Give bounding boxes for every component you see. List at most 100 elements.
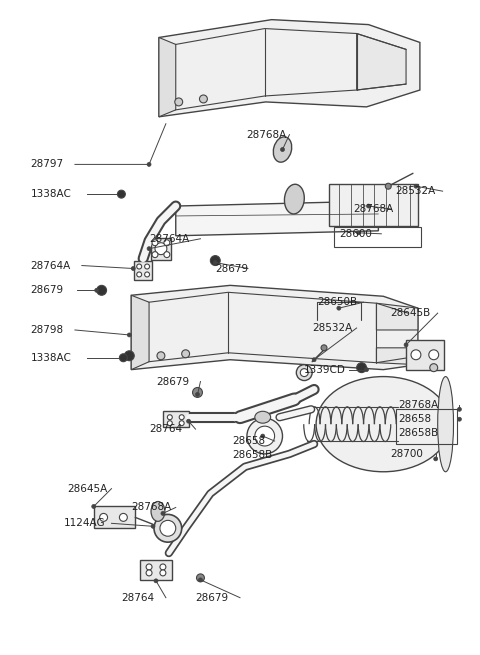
- Polygon shape: [151, 238, 171, 259]
- Circle shape: [154, 579, 158, 583]
- Circle shape: [131, 267, 135, 271]
- Polygon shape: [159, 37, 176, 117]
- Circle shape: [296, 365, 312, 381]
- Circle shape: [155, 243, 167, 255]
- Circle shape: [154, 514, 182, 542]
- Circle shape: [146, 570, 152, 576]
- Ellipse shape: [273, 137, 292, 162]
- Circle shape: [357, 363, 367, 373]
- Circle shape: [120, 514, 127, 521]
- Circle shape: [300, 369, 308, 377]
- Text: 28768A: 28768A: [398, 400, 438, 410]
- Text: 28768A: 28768A: [354, 204, 394, 214]
- Ellipse shape: [255, 411, 271, 423]
- Polygon shape: [131, 295, 149, 369]
- Circle shape: [164, 240, 170, 246]
- Polygon shape: [376, 348, 418, 365]
- Circle shape: [179, 415, 184, 420]
- Circle shape: [195, 392, 200, 396]
- Circle shape: [100, 514, 108, 521]
- Circle shape: [127, 333, 131, 337]
- Circle shape: [164, 252, 170, 257]
- Circle shape: [147, 162, 151, 166]
- Circle shape: [429, 350, 439, 360]
- Ellipse shape: [151, 502, 165, 521]
- Text: 28768A: 28768A: [246, 130, 286, 140]
- Circle shape: [321, 345, 327, 351]
- Text: 1338AC: 1338AC: [30, 189, 72, 199]
- Circle shape: [124, 351, 134, 361]
- Text: 28679: 28679: [195, 593, 228, 603]
- Polygon shape: [176, 201, 378, 236]
- Text: 28764: 28764: [149, 424, 182, 434]
- Circle shape: [161, 512, 165, 515]
- Circle shape: [152, 252, 158, 257]
- Polygon shape: [357, 33, 406, 90]
- Text: 28532A: 28532A: [395, 186, 435, 196]
- Circle shape: [312, 358, 316, 362]
- Circle shape: [168, 421, 172, 426]
- Text: 1338AC: 1338AC: [30, 353, 72, 363]
- Circle shape: [200, 95, 207, 103]
- Circle shape: [255, 426, 275, 446]
- Circle shape: [144, 264, 150, 269]
- Circle shape: [168, 415, 172, 420]
- Circle shape: [157, 352, 165, 360]
- Text: 28764: 28764: [121, 593, 155, 603]
- Polygon shape: [376, 303, 418, 330]
- Circle shape: [385, 183, 391, 189]
- Polygon shape: [131, 286, 418, 369]
- Circle shape: [144, 272, 150, 277]
- Circle shape: [192, 388, 203, 398]
- Circle shape: [120, 192, 123, 196]
- Text: 28768A: 28768A: [131, 502, 171, 512]
- Text: 28532A: 28532A: [312, 323, 352, 333]
- Circle shape: [367, 204, 371, 208]
- Circle shape: [457, 407, 461, 411]
- Text: 28645A: 28645A: [67, 483, 107, 494]
- Text: 28650B: 28650B: [317, 297, 357, 307]
- Circle shape: [187, 419, 191, 423]
- Circle shape: [118, 190, 125, 198]
- Circle shape: [337, 306, 341, 310]
- Circle shape: [210, 255, 220, 265]
- Circle shape: [247, 419, 283, 454]
- Circle shape: [199, 578, 203, 582]
- Polygon shape: [163, 411, 189, 427]
- Circle shape: [121, 356, 125, 360]
- Circle shape: [364, 367, 369, 371]
- Circle shape: [175, 98, 183, 106]
- Circle shape: [196, 574, 204, 582]
- Circle shape: [179, 421, 184, 426]
- Text: 28658B: 28658B: [232, 450, 272, 460]
- Bar: [94, 506, 135, 529]
- Circle shape: [280, 147, 285, 151]
- Ellipse shape: [316, 377, 451, 472]
- Ellipse shape: [285, 184, 304, 214]
- Text: 28658B: 28658B: [398, 428, 438, 438]
- Text: 28679: 28679: [30, 286, 63, 295]
- Text: 28764A: 28764A: [30, 261, 71, 271]
- Circle shape: [213, 261, 217, 265]
- Text: 1124AG: 1124AG: [64, 518, 106, 529]
- Text: 28658: 28658: [232, 436, 265, 446]
- Circle shape: [357, 231, 360, 234]
- Text: 28764A: 28764A: [149, 234, 189, 244]
- Circle shape: [434, 457, 438, 461]
- Circle shape: [430, 364, 438, 371]
- Circle shape: [120, 354, 127, 362]
- Circle shape: [414, 184, 418, 188]
- Circle shape: [182, 350, 190, 358]
- Circle shape: [96, 286, 107, 295]
- Text: 28645B: 28645B: [390, 308, 431, 318]
- Circle shape: [152, 240, 158, 246]
- Polygon shape: [329, 184, 418, 226]
- Circle shape: [151, 524, 155, 529]
- Circle shape: [146, 564, 152, 570]
- Text: 28679: 28679: [156, 377, 189, 386]
- Circle shape: [92, 504, 96, 508]
- Polygon shape: [159, 20, 420, 117]
- Text: 1339CD: 1339CD: [304, 365, 346, 375]
- Circle shape: [160, 520, 176, 536]
- Bar: [334, 227, 421, 247]
